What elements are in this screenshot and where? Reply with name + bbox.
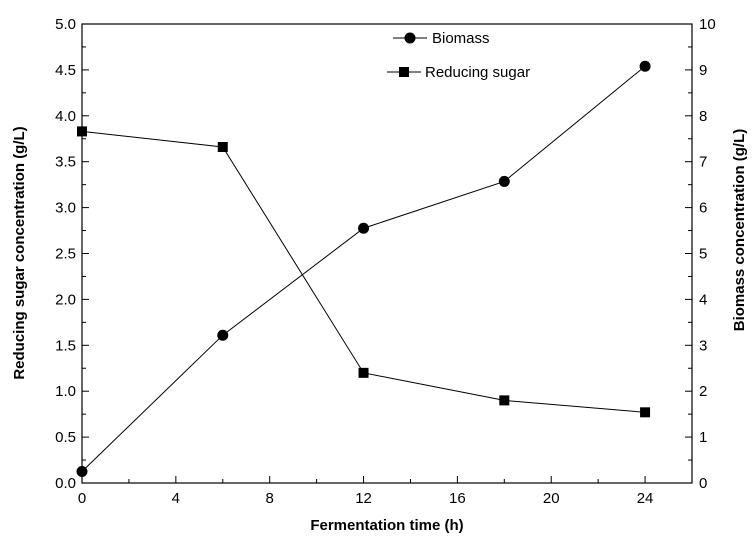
legend-marker-circle-icon	[404, 32, 416, 44]
x-tick-label: 8	[266, 490, 274, 507]
y-right-tick-label: 3	[699, 337, 707, 354]
x-tick-label: 0	[78, 490, 86, 507]
legend: Biomass Reducing sugar	[387, 30, 530, 81]
y-axis-right: 0 1 2 3 4 5 6 7 8 9 10	[685, 16, 716, 492]
y-left-tick-label: 4.0	[55, 108, 76, 125]
plot-area-border	[81, 23, 693, 484]
y-left-tick-label: 3.0	[55, 200, 76, 217]
legend-label-biomass: Biomass	[432, 30, 490, 47]
x-tick-label: 16	[449, 490, 466, 507]
y-left-tick-label: 1.5	[55, 337, 76, 354]
y-axis-left: 0.0 0.5 1.0 1.5 2.0 2.5 3.0 3.5 4.0 4.5 5.0	[55, 16, 89, 492]
y-right-tick-label: 10	[699, 16, 716, 33]
y-right-tick-label: 2	[699, 383, 707, 400]
y-right-tick-label: 8	[699, 108, 707, 125]
y-right-tick-label: 9	[699, 62, 707, 79]
legend-label-reducing-sugar: Reducing sugar	[425, 64, 530, 81]
data-point-reducing-sugar	[217, 142, 228, 153]
y-left-tick-label: 2.5	[55, 246, 76, 263]
data-point-biomass	[639, 60, 651, 72]
legend-marker-square-icon	[399, 67, 409, 77]
x-axis-title: Fermentation time (h)	[310, 517, 463, 534]
data-point-reducing-sugar	[77, 126, 87, 137]
y-left-tick-label: 4.5	[55, 62, 76, 79]
y-right-tick-label: 7	[699, 154, 707, 171]
x-tick-label: 4	[172, 490, 180, 507]
y-right-tick-label: 0	[699, 475, 707, 492]
legend-item-biomass: Biomass	[393, 30, 490, 47]
data-point-biomass	[498, 175, 510, 187]
y-right-tick-label: 6	[699, 200, 707, 217]
data-point-reducing-sugar	[499, 395, 510, 406]
data-point-reducing-sugar	[640, 407, 651, 418]
y-left-tick-label: 0.0	[55, 475, 76, 492]
data-point-biomass	[358, 222, 370, 234]
plot-frame	[81, 23, 693, 484]
x-tick-label: 20	[543, 490, 560, 507]
series-layer	[76, 60, 651, 478]
y-left-tick-label: 1.0	[55, 383, 76, 400]
data-point-biomass	[217, 329, 229, 341]
y-axis-right-title: Biomass concentration (g/L)	[731, 129, 748, 332]
x-axis: 0 4 8 12 16 20 24	[78, 476, 693, 507]
y-right-tick-label: 1	[699, 429, 707, 446]
y-left-tick-label: 0.5	[55, 429, 76, 446]
legend-item-reducing-sugar: Reducing sugar	[387, 64, 530, 81]
x-tick-label: 24	[637, 490, 654, 507]
y-left-tick-label: 2.0	[55, 291, 76, 308]
y-right-tick-label: 4	[699, 291, 707, 308]
y-left-tick-label: 5.0	[55, 16, 76, 33]
y-right-tick-label: 5	[699, 246, 707, 263]
data-point-biomass	[76, 466, 88, 478]
y-left-tick-label: 3.5	[55, 154, 76, 171]
y-axis-left-title: Reducing sugar concentration (g/L)	[11, 126, 28, 379]
x-tick-label: 12	[355, 490, 372, 507]
series-line-biomass	[81, 65, 646, 472]
data-point-reducing-sugar	[358, 367, 369, 378]
